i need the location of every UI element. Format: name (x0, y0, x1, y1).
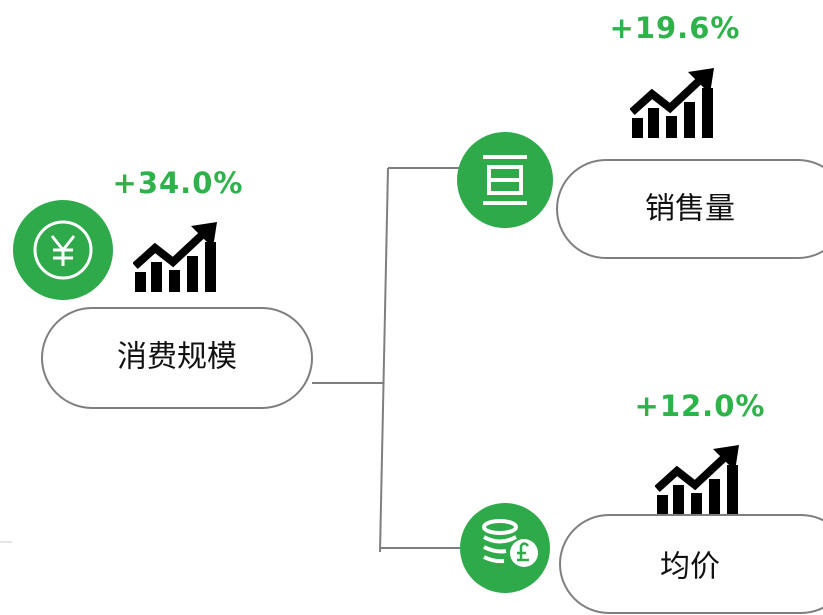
pill (41, 307, 313, 409)
node-label: 均价 (660, 550, 720, 585)
change: +34.0% (113, 166, 244, 200)
node-sales: +19.6% 销售量 (457, 11, 823, 259)
node-price: +12.0% 均价 (460, 389, 823, 614)
node-main: +34.0% 消费规模 (13, 166, 313, 409)
connector (379, 167, 389, 553)
pound-glyph (517, 542, 529, 562)
trend-icon (657, 445, 739, 515)
trend-icon (632, 68, 714, 138)
coins-glyph (482, 519, 518, 564)
pill (559, 514, 823, 614)
change: +19.6% (610, 11, 741, 45)
node-label: 消费规模 (117, 340, 237, 375)
yuan-icon-ring (33, 220, 93, 280)
change: +12.0% (635, 389, 766, 423)
node-label: 销售量 (645, 192, 735, 227)
trend-icon (135, 222, 217, 292)
yuan-symbol (50, 235, 76, 266)
pill (556, 159, 823, 259)
box-glyph (483, 155, 527, 205)
